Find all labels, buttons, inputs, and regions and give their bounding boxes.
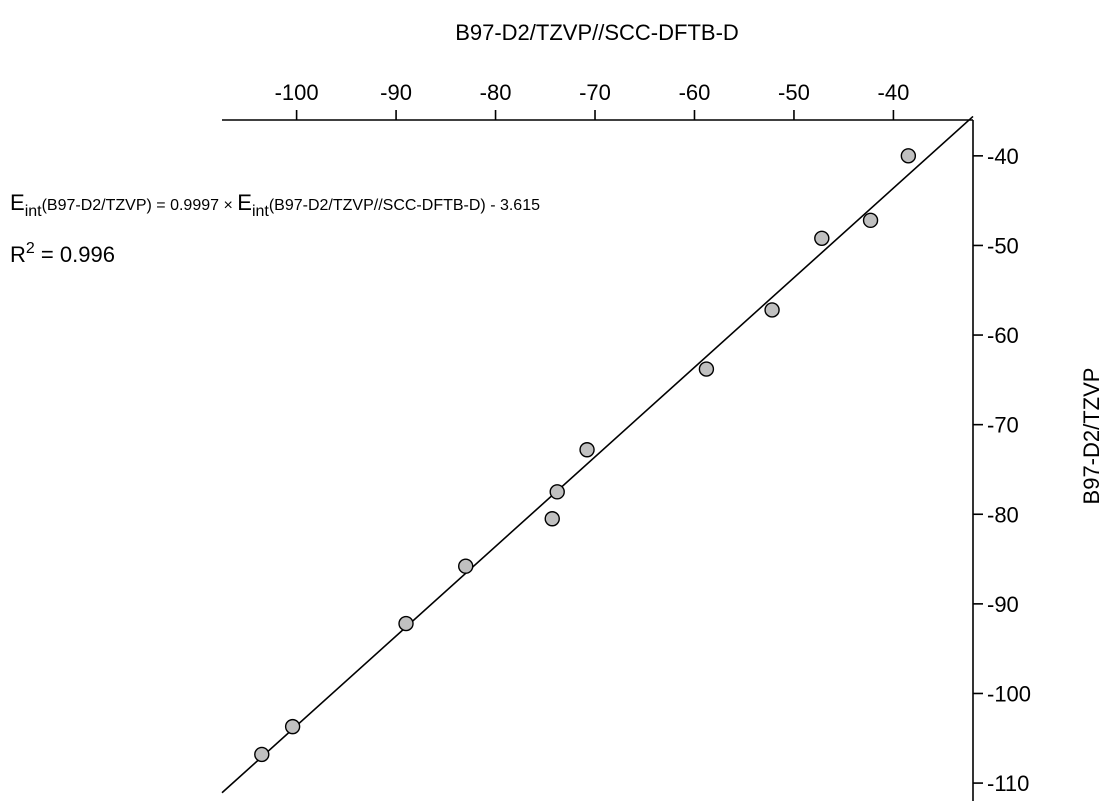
y-tick-label: -60 [987, 323, 1019, 348]
x-tick-label: -90 [380, 80, 412, 105]
r-value: = 0.996 [35, 242, 115, 267]
equation-part1: (B97-D2/TZVP) = 0.9997 × [42, 197, 238, 214]
data-points [254, 148, 917, 763]
equation-e2: E [237, 190, 252, 215]
x-tick-label: -40 [878, 80, 910, 105]
data-point [284, 718, 301, 735]
y-tick-label: -110 [987, 771, 1029, 796]
data-point [579, 442, 595, 458]
y-tick-label: -40 [987, 144, 1019, 169]
r-superscript: 2 [26, 240, 35, 257]
regression-line [221, 115, 974, 794]
data-point [698, 361, 715, 377]
x-axis: -100 -90 -80 -70 -60 -50 -40 [222, 80, 973, 121]
data-point [398, 615, 414, 632]
data-point [764, 302, 780, 318]
x-tick-label: -70 [579, 80, 611, 105]
y-axis: -40 -50 -60 -70 -80 -90 -100 -110 [972, 120, 1031, 801]
data-point [549, 484, 565, 500]
data-point [458, 558, 474, 574]
regression-equation: Eint(B97-D2/TZVP) = 0.9997 × Eint(B97-D2… [10, 190, 540, 220]
data-point [544, 511, 560, 527]
data-point [814, 230, 830, 246]
data-point [900, 148, 917, 164]
x-tick-label: -80 [480, 80, 512, 105]
equation-e1: E [10, 190, 25, 215]
y-axis-title: B97-D2/TZVP [1079, 368, 1104, 505]
x-tick-label: -100 [275, 80, 319, 105]
data-point [254, 746, 270, 763]
data-point [862, 212, 879, 229]
r-squared: R2 = 0.996 [10, 240, 115, 267]
r-symbol: R [10, 242, 26, 267]
y-tick-label: -50 [987, 233, 1019, 258]
y-tick-label: -100 [987, 681, 1031, 706]
y-tick-label: -90 [987, 592, 1019, 617]
y-tick-label: -70 [987, 413, 1019, 438]
x-tick-label: -50 [778, 80, 810, 105]
equation-sub1: int [25, 203, 42, 220]
equation-part2: (B97-D2/TZVP//SCC-DFTB-D) - 3.615 [269, 197, 540, 214]
y-tick-label: -80 [987, 502, 1019, 527]
x-axis-title: B97-D2/TZVP//SCC-DFTB-D [455, 20, 739, 45]
x-tick-label: -60 [679, 80, 711, 105]
equation-sub2: int [252, 203, 269, 220]
